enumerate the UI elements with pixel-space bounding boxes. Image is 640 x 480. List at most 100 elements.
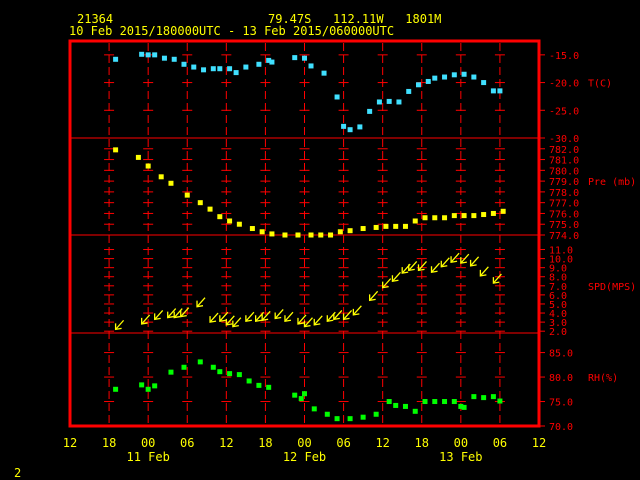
wind-barb-head xyxy=(492,277,500,284)
wind-barb xyxy=(342,309,353,321)
temperature-point xyxy=(113,56,119,62)
grid-lines xyxy=(70,43,545,427)
wind-barb-head xyxy=(382,281,389,289)
ytick-label-2-2: 9.0 xyxy=(549,264,567,275)
humidity-point xyxy=(181,364,187,370)
humidity-point xyxy=(481,395,487,401)
wind-barb xyxy=(141,314,151,325)
wind-barb-head xyxy=(254,315,262,322)
temperature-point xyxy=(171,56,177,62)
wind-barb-head xyxy=(368,294,376,302)
wind-barb xyxy=(261,310,271,322)
humidity-point xyxy=(458,403,464,409)
pressure-point xyxy=(373,224,379,230)
wind-barb-head xyxy=(284,315,292,322)
wind-barb-head xyxy=(450,256,458,263)
wind-barb xyxy=(368,290,379,302)
wind-barb-shaft xyxy=(261,310,271,321)
pressure-point xyxy=(432,215,438,221)
wind-barb-shaft xyxy=(418,260,427,271)
ytick-label-2-4: 7.0 xyxy=(549,282,567,293)
wind-barb-head xyxy=(313,318,321,326)
x-tick-label-6: 00 xyxy=(297,436,311,450)
wind-barb-shaft xyxy=(219,311,229,322)
wind-barb-head xyxy=(297,317,305,325)
wind-barb-head xyxy=(219,315,226,322)
temperature-point xyxy=(432,75,438,81)
pressure-point xyxy=(184,192,190,198)
temperature-point xyxy=(210,66,216,72)
wind-barb xyxy=(154,309,164,321)
temperature-point xyxy=(357,124,363,130)
x-tick-label-9: 18 xyxy=(415,436,429,450)
ytick-label-1-0: 782.0 xyxy=(549,145,579,156)
humidity-point xyxy=(393,402,399,408)
wind-barb-shaft xyxy=(245,311,255,322)
pressure-point xyxy=(295,232,301,238)
humidity-point xyxy=(490,394,496,400)
humidity-point xyxy=(471,394,477,400)
temperature-point xyxy=(461,71,467,77)
panel-label-wind_speed: SPD(MPS) xyxy=(588,282,636,293)
wind-barb-shaft xyxy=(297,314,307,325)
wind-barb-head xyxy=(460,257,467,264)
wind-barb xyxy=(303,317,313,328)
ytick-label-0-3: -30.0 xyxy=(549,134,579,145)
wind-barb-head xyxy=(274,312,282,320)
temperature-point xyxy=(396,99,402,105)
temperature-point xyxy=(425,78,431,84)
wind-barb-head xyxy=(417,264,425,272)
pressure-point xyxy=(383,223,389,229)
y-tick-labels: -15.0 -20.0 -25.0 -30.0782.0781.0780.0779.0… xyxy=(549,51,579,433)
humidity-point xyxy=(386,399,392,405)
wind-barb-head xyxy=(303,320,311,328)
pressure-point xyxy=(227,218,233,224)
ytick-label-2-7: 4.0 xyxy=(549,309,567,320)
wind-barb-head xyxy=(154,313,161,321)
temperature-point xyxy=(376,99,382,105)
pressure-point xyxy=(360,226,366,232)
station-id: 21364 xyxy=(77,12,113,26)
wind-barb xyxy=(352,305,362,316)
temperature-point xyxy=(415,82,421,88)
temperature-point xyxy=(471,74,477,80)
wind-barb xyxy=(440,257,450,268)
pressure-point xyxy=(461,213,467,219)
data-marks xyxy=(113,51,506,422)
wind-barb-head xyxy=(408,264,415,272)
wind-barb xyxy=(492,273,502,284)
pressure-point xyxy=(259,229,265,235)
humidity-point xyxy=(152,383,158,389)
ytick-label-1-4: 778.0 xyxy=(549,188,579,199)
wind-barb xyxy=(313,315,323,326)
wind-barb-shaft xyxy=(154,309,164,320)
wind-barb xyxy=(245,311,255,322)
wind-barb-shaft xyxy=(470,256,480,267)
temperature-point xyxy=(321,70,327,76)
temperature-point xyxy=(243,64,249,70)
humidity-point xyxy=(302,391,307,397)
temperature-point xyxy=(266,57,272,63)
pressure-point xyxy=(249,226,255,232)
panel-label-pressure: Pre (mb) xyxy=(588,177,636,188)
wind-barb xyxy=(167,308,177,319)
pressure-point xyxy=(481,212,487,218)
temperature-point xyxy=(341,123,347,129)
humidity-point xyxy=(412,408,418,414)
wind-barb-shaft xyxy=(369,290,379,301)
wind-barb xyxy=(333,309,343,321)
ytick-label-2-1: 10.0 xyxy=(549,255,573,266)
temperature-point xyxy=(191,64,197,70)
temperature-point xyxy=(490,88,496,94)
wind-barb xyxy=(408,260,418,272)
temperature-point xyxy=(233,70,239,76)
wind-barb xyxy=(173,308,183,319)
wind-barb xyxy=(209,312,219,323)
humidity-point xyxy=(451,399,457,405)
humidity-point xyxy=(497,398,503,404)
ytick-label-2-9: 2.0 xyxy=(549,327,567,338)
ytick-label-2-5: 6.0 xyxy=(549,291,567,302)
pressure-point xyxy=(402,223,408,229)
pressure-point xyxy=(282,232,288,238)
